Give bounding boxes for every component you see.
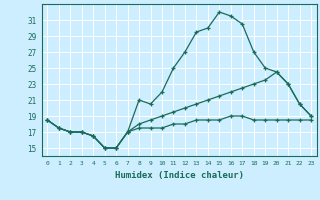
X-axis label: Humidex (Indice chaleur): Humidex (Indice chaleur) [115, 171, 244, 180]
